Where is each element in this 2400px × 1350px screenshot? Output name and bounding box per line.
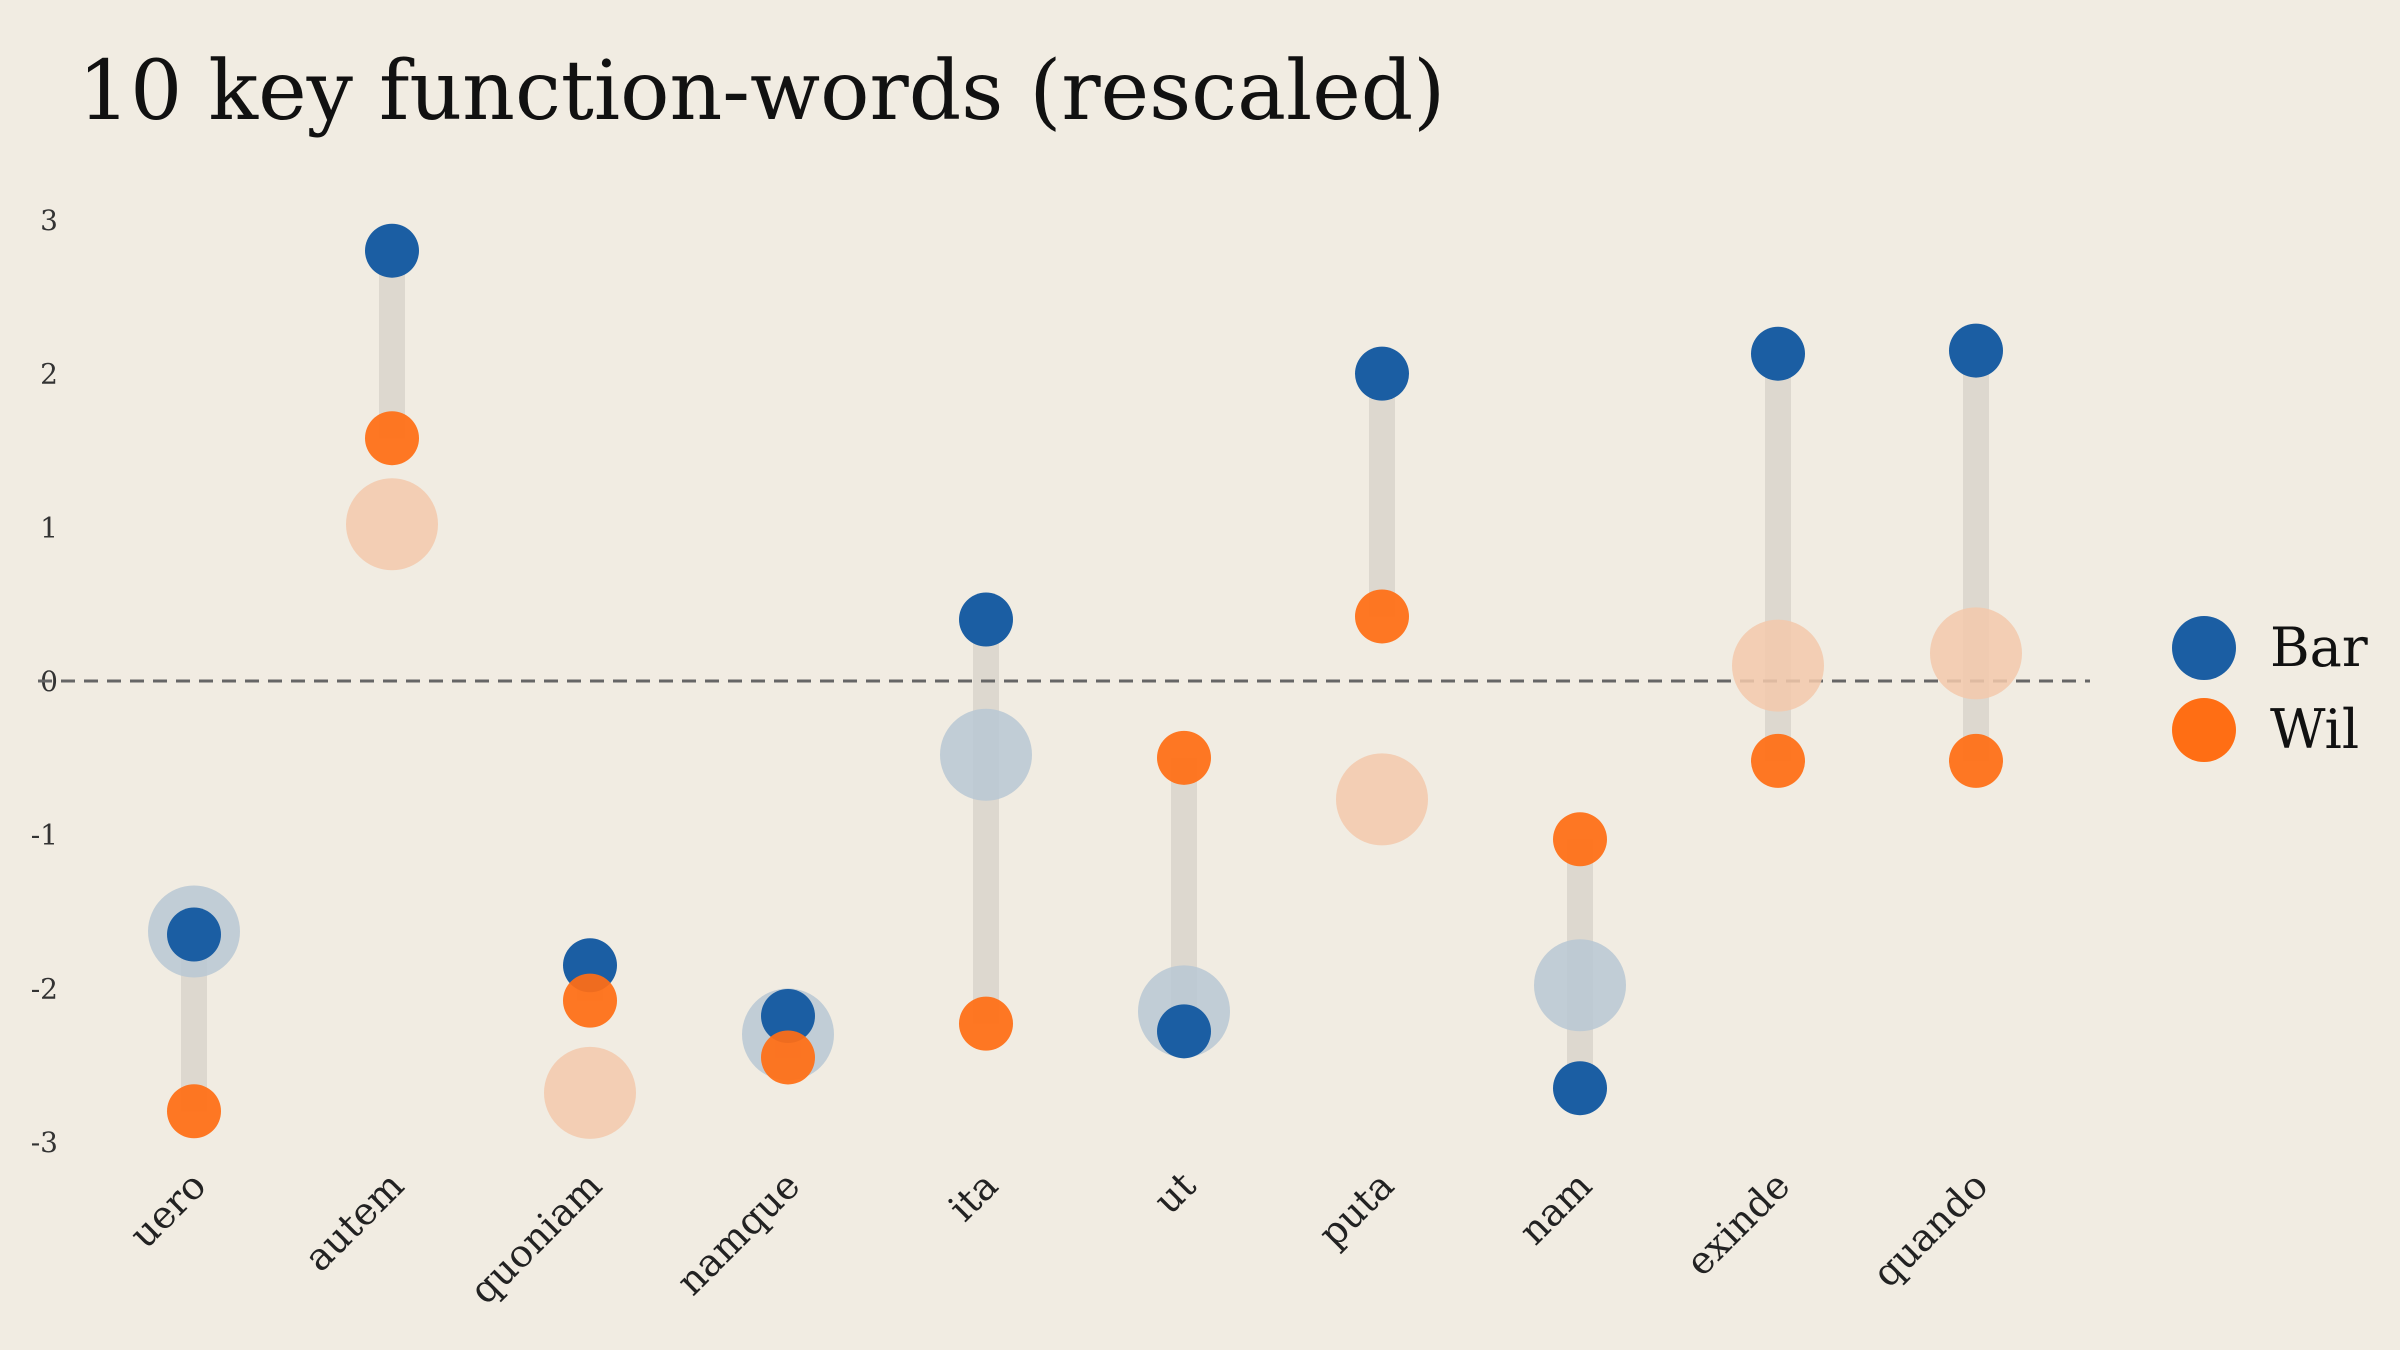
legend-label: Wil xyxy=(2270,698,2359,761)
y-tick-label: -2 xyxy=(31,972,58,1005)
category-label: puta xyxy=(1310,1163,1402,1255)
point-bar xyxy=(1355,346,1409,401)
y-tick-label: -1 xyxy=(31,819,58,852)
reference-marker xyxy=(940,708,1032,801)
chart-title: 10 key function-words (rescaled) xyxy=(78,44,1446,139)
point-wil xyxy=(563,973,617,1028)
y-tick-label: 3 xyxy=(40,204,58,237)
reference-marker xyxy=(346,478,438,571)
reference-marker xyxy=(1732,619,1824,712)
reference-marker xyxy=(544,1046,636,1139)
point-wil xyxy=(761,1030,815,1085)
point-bar xyxy=(959,592,1013,647)
y-tick-label: 2 xyxy=(40,358,58,391)
category-label: namque xyxy=(668,1163,808,1303)
point-wil xyxy=(1157,730,1211,785)
category-label: quoniam xyxy=(461,1163,610,1312)
point-wil xyxy=(1553,812,1607,867)
category-label: autem xyxy=(296,1163,413,1280)
category-label: ita xyxy=(940,1163,1007,1230)
y-tick-label: -3 xyxy=(31,1126,58,1159)
point-wil xyxy=(167,1084,221,1139)
y-tick-label: 1 xyxy=(40,511,58,544)
point-bar xyxy=(365,223,419,278)
reference-marker xyxy=(1930,607,2022,700)
point-bar xyxy=(1553,1061,1607,1116)
reference-marker xyxy=(1534,939,1626,1032)
point-bar xyxy=(761,988,815,1043)
point-bar xyxy=(1949,323,2003,378)
point-wil xyxy=(1751,733,1805,788)
category-label: uero xyxy=(121,1163,214,1256)
legend-marker xyxy=(2172,698,2236,762)
point-wil xyxy=(959,996,1013,1051)
category-label: ut xyxy=(1145,1163,1204,1222)
point-wil xyxy=(1355,589,1409,644)
point-bar xyxy=(1751,326,1805,381)
category-label: nam xyxy=(1510,1163,1600,1253)
point-bar xyxy=(167,907,221,962)
legend-label: Bar xyxy=(2270,616,2368,679)
point-wil xyxy=(1949,733,2003,788)
category-label: quando xyxy=(1864,1163,1996,1295)
category-label: exinde xyxy=(1677,1163,1798,1284)
reference-marker xyxy=(1336,753,1428,846)
point-wil xyxy=(365,411,419,466)
legend-marker xyxy=(2172,616,2236,680)
point-bar xyxy=(1157,1004,1211,1059)
